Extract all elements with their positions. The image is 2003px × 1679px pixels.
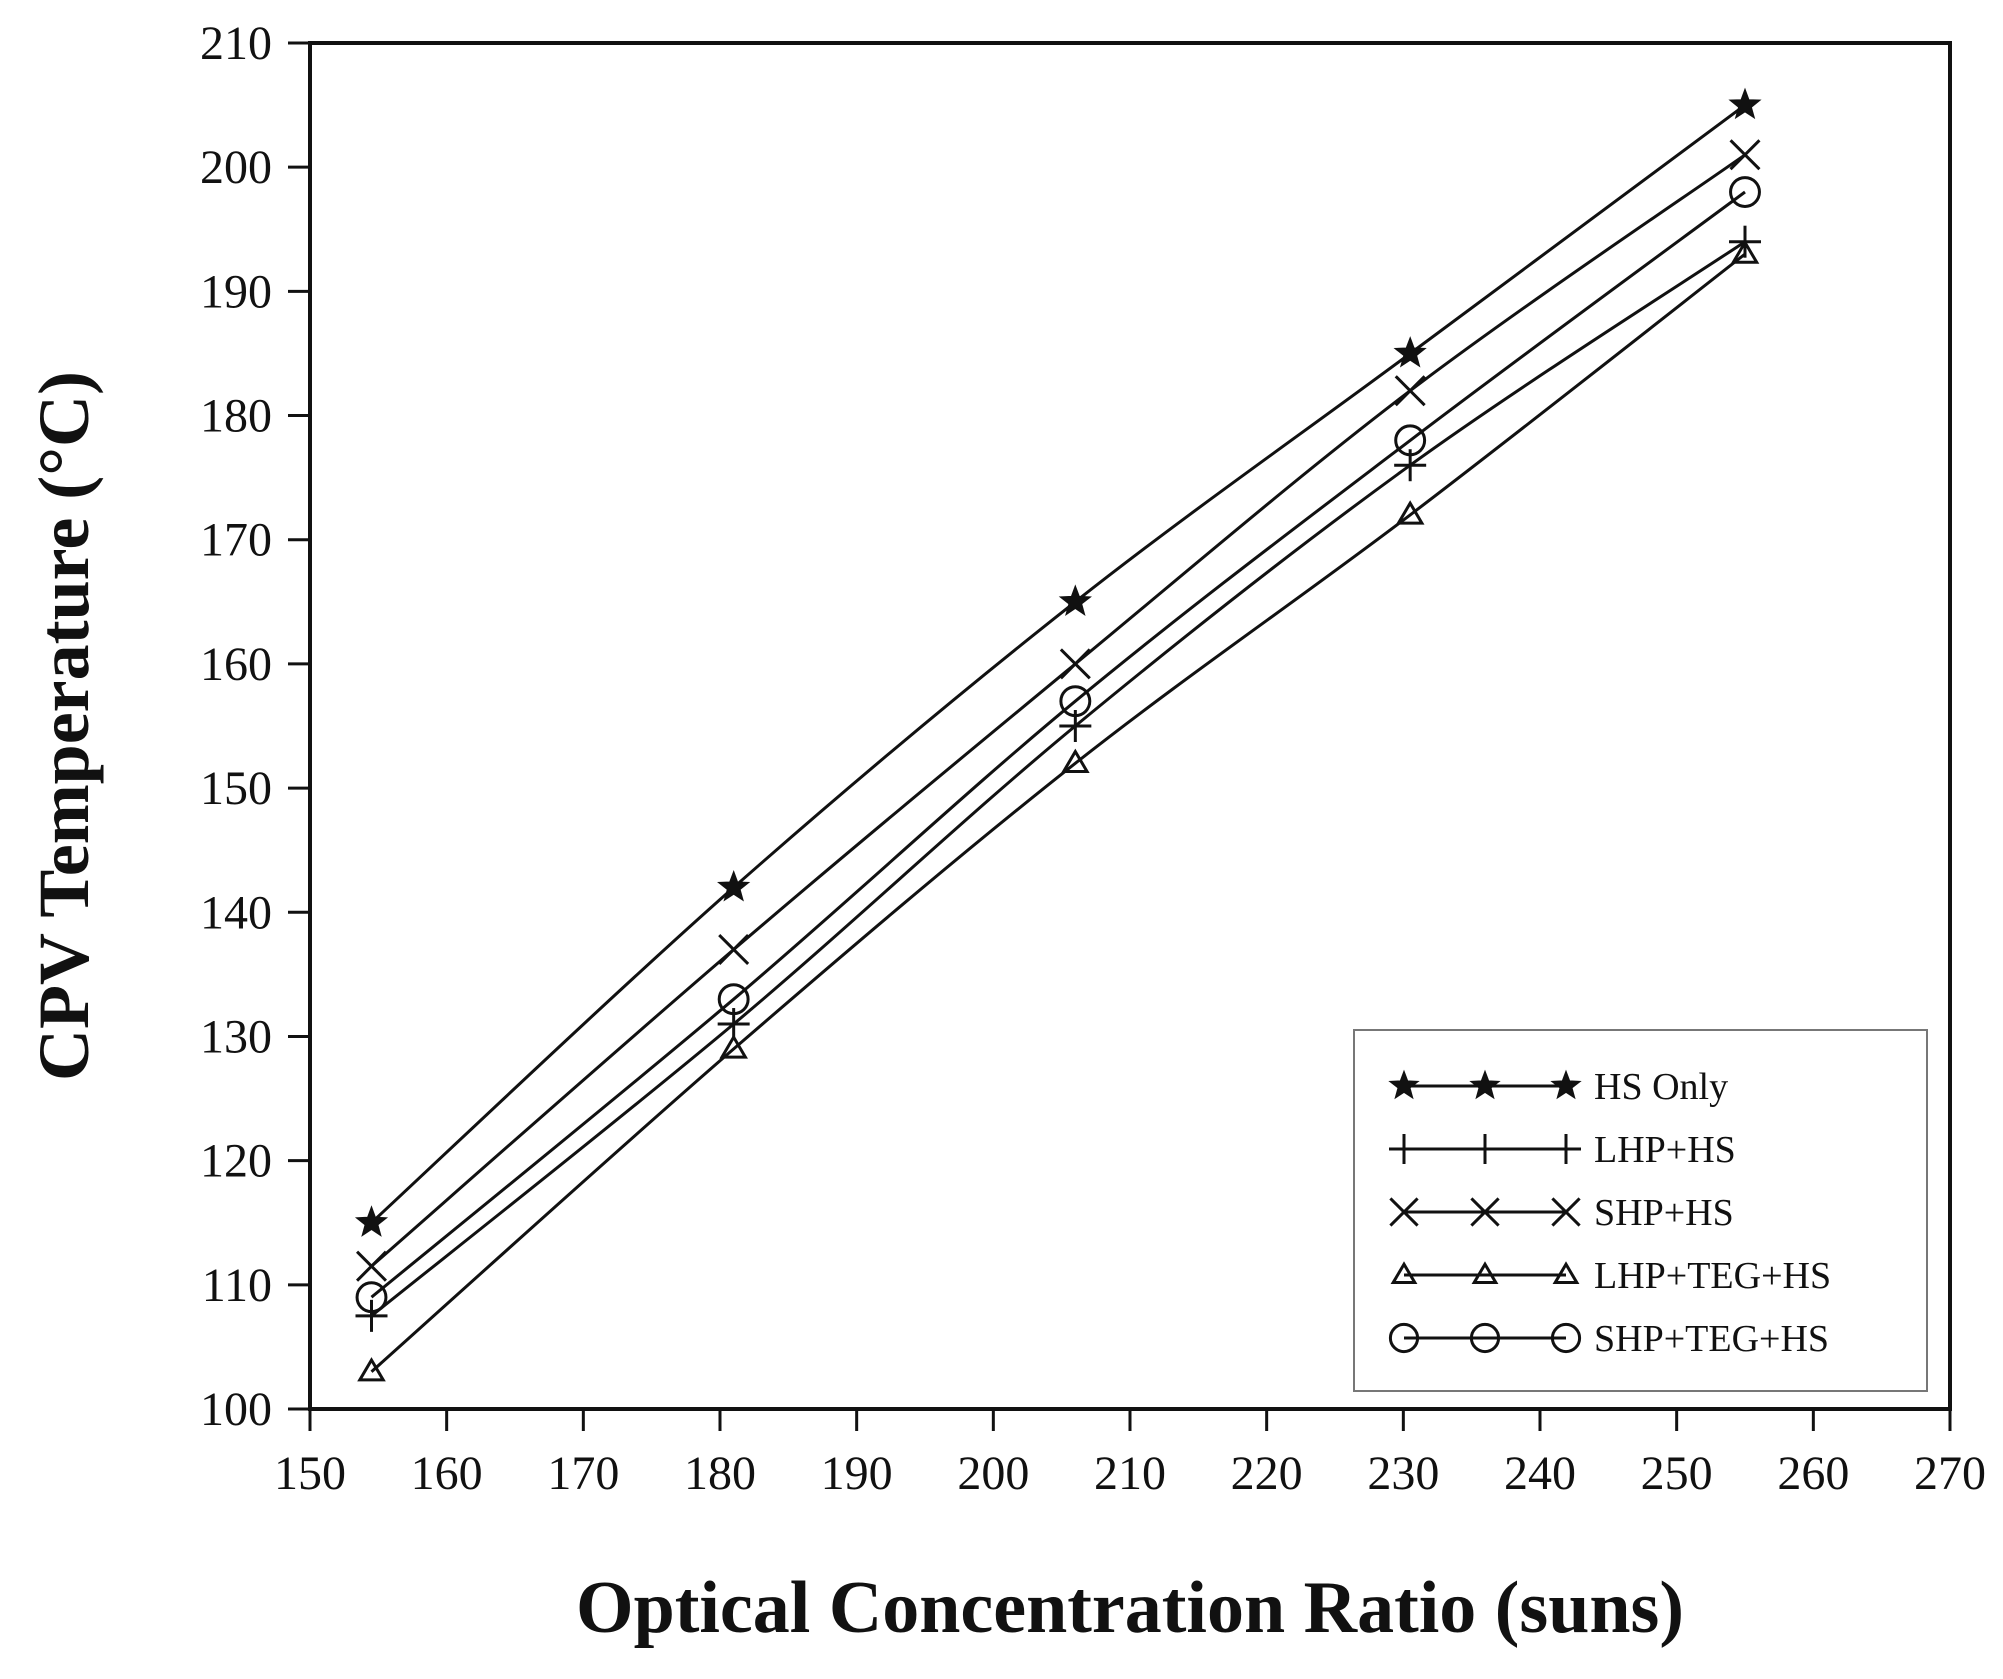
legend-marker — [1389, 1197, 1419, 1227]
data-point-hs-only — [354, 1205, 389, 1237]
y-tick-label: 180 — [200, 390, 272, 443]
legend-item-hs-only: HS Only — [1388, 1066, 1728, 1108]
y-tick-label: 210 — [200, 17, 272, 70]
legend-marker — [1388, 1069, 1420, 1100]
x-axis-title: Optical Concentration Ratio (suns) — [576, 1567, 1684, 1649]
data-point-hs-only — [1058, 584, 1092, 616]
y-tick-label: 130 — [200, 1010, 272, 1063]
legend-marker — [1551, 1197, 1581, 1227]
legend-marker — [1470, 1134, 1500, 1164]
x-tick-label: 150 — [274, 1447, 346, 1500]
x-tick-label: 220 — [1231, 1447, 1303, 1500]
legend-item-shp-hs: SHP+HS — [1389, 1192, 1734, 1234]
legend-item-lhp-teg-hs: LHP+TEG+HS — [1390, 1255, 1831, 1297]
series-shp-hs — [355, 139, 1761, 1282]
data-point-shp-teg-hs — [355, 1281, 388, 1314]
legend-marker — [1550, 1322, 1582, 1354]
y-axis: 100 110 120 130 140 150 160 170 180 190 200 210 — [200, 17, 310, 1436]
data-point-lhp-teg-hs — [1730, 239, 1760, 264]
data-point-shp-hs — [718, 934, 750, 966]
y-tick-label: 110 — [202, 1259, 272, 1312]
y-tick-label: 140 — [200, 886, 272, 939]
legend-item-shp-teg-hs: SHP+TEG+HS — [1388, 1318, 1829, 1360]
y-axis-title: CPV Temperature (°C) — [24, 371, 104, 1081]
legend-label: LHP+TEG+HS — [1594, 1255, 1831, 1297]
x-tick-label: 260 — [1777, 1447, 1849, 1500]
legend-marker — [1390, 1261, 1418, 1285]
x-tick-label: 250 — [1641, 1447, 1713, 1500]
y-tick-label: 200 — [200, 141, 272, 194]
legend-marker — [1551, 1134, 1581, 1164]
data-point-hs-only — [717, 869, 751, 902]
x-tick-label: 270 — [1914, 1447, 1986, 1500]
x-tick-label: 170 — [547, 1447, 619, 1500]
y-tick-label: 190 — [200, 265, 272, 318]
series-shp-teg-hs — [355, 176, 1761, 1314]
legend-marker — [1552, 1261, 1580, 1285]
y-tick-label: 150 — [200, 762, 272, 815]
x-tick-label: 180 — [684, 1447, 756, 1500]
legend-label: HS Only — [1594, 1066, 1728, 1108]
legend-marker — [1470, 1197, 1500, 1227]
legend-marker — [1550, 1069, 1582, 1100]
data-point-lhp-teg-hs — [1395, 500, 1425, 525]
series-line-lhp-teg-hs — [370, 252, 1746, 1373]
data-point-lhp-teg-hs — [1061, 748, 1090, 773]
x-tick-label: 190 — [821, 1447, 893, 1500]
data-point-shp-hs — [1729, 139, 1761, 171]
data-point-lhp-teg-hs — [357, 1357, 386, 1382]
data-point-shp-teg-hs — [1729, 176, 1761, 208]
data-point-shp-teg-hs — [717, 983, 750, 1016]
x-axis: 150 160 170 180 190 200 210 220 230 240 250 260 270 — [274, 1409, 1986, 1500]
x-tick-label: 160 — [411, 1447, 483, 1500]
legend-marker — [1471, 1261, 1499, 1285]
series-hs-only — [354, 87, 1762, 1237]
y-tick-label: 120 — [200, 1135, 272, 1188]
series-line-shp-teg-hs — [370, 190, 1746, 1299]
x-tick-label: 210 — [1094, 1447, 1166, 1500]
series-layer — [354, 87, 1762, 1382]
data-point-shp-hs — [1394, 375, 1426, 407]
data-point-lhp-hs — [355, 1299, 388, 1332]
legend-label: LHP+HS — [1594, 1129, 1736, 1171]
legend: HS Only LHP+HS SHP+HS LHP+TEG+HS SHP+TEG+HS — [1353, 1029, 1928, 1392]
legend-marker — [1469, 1069, 1501, 1100]
data-point-shp-hs — [355, 1250, 388, 1282]
y-tick-label: 100 — [200, 1383, 272, 1436]
data-point-shp-teg-hs — [1394, 424, 1427, 457]
y-tick-label: 170 — [200, 514, 272, 567]
data-point-hs-only — [1393, 336, 1427, 368]
legend-label: SHP+HS — [1594, 1192, 1734, 1234]
legend-label: SHP+TEG+HS — [1594, 1318, 1829, 1360]
x-tick-label: 200 — [957, 1447, 1029, 1500]
data-point-shp-teg-hs — [1059, 685, 1092, 718]
legend-marker — [1469, 1322, 1501, 1354]
legend-marker — [1389, 1134, 1419, 1164]
data-point-lhp-teg-hs — [719, 1034, 748, 1059]
data-point-hs-only — [1728, 87, 1762, 120]
series-lhp-teg-hs — [357, 239, 1760, 1382]
x-tick-label: 230 — [1367, 1447, 1439, 1500]
data-point-shp-hs — [1059, 648, 1091, 680]
legend-marker — [1388, 1322, 1420, 1354]
y-tick-label: 160 — [200, 638, 272, 691]
legend-item-lhp-hs: LHP+HS — [1389, 1129, 1736, 1171]
x-tick-label: 240 — [1504, 1447, 1576, 1500]
